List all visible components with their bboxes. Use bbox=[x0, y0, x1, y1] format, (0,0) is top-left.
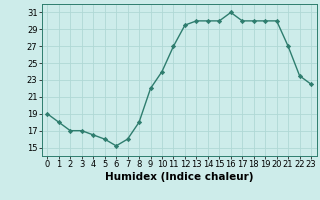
X-axis label: Humidex (Indice chaleur): Humidex (Indice chaleur) bbox=[105, 172, 253, 182]
